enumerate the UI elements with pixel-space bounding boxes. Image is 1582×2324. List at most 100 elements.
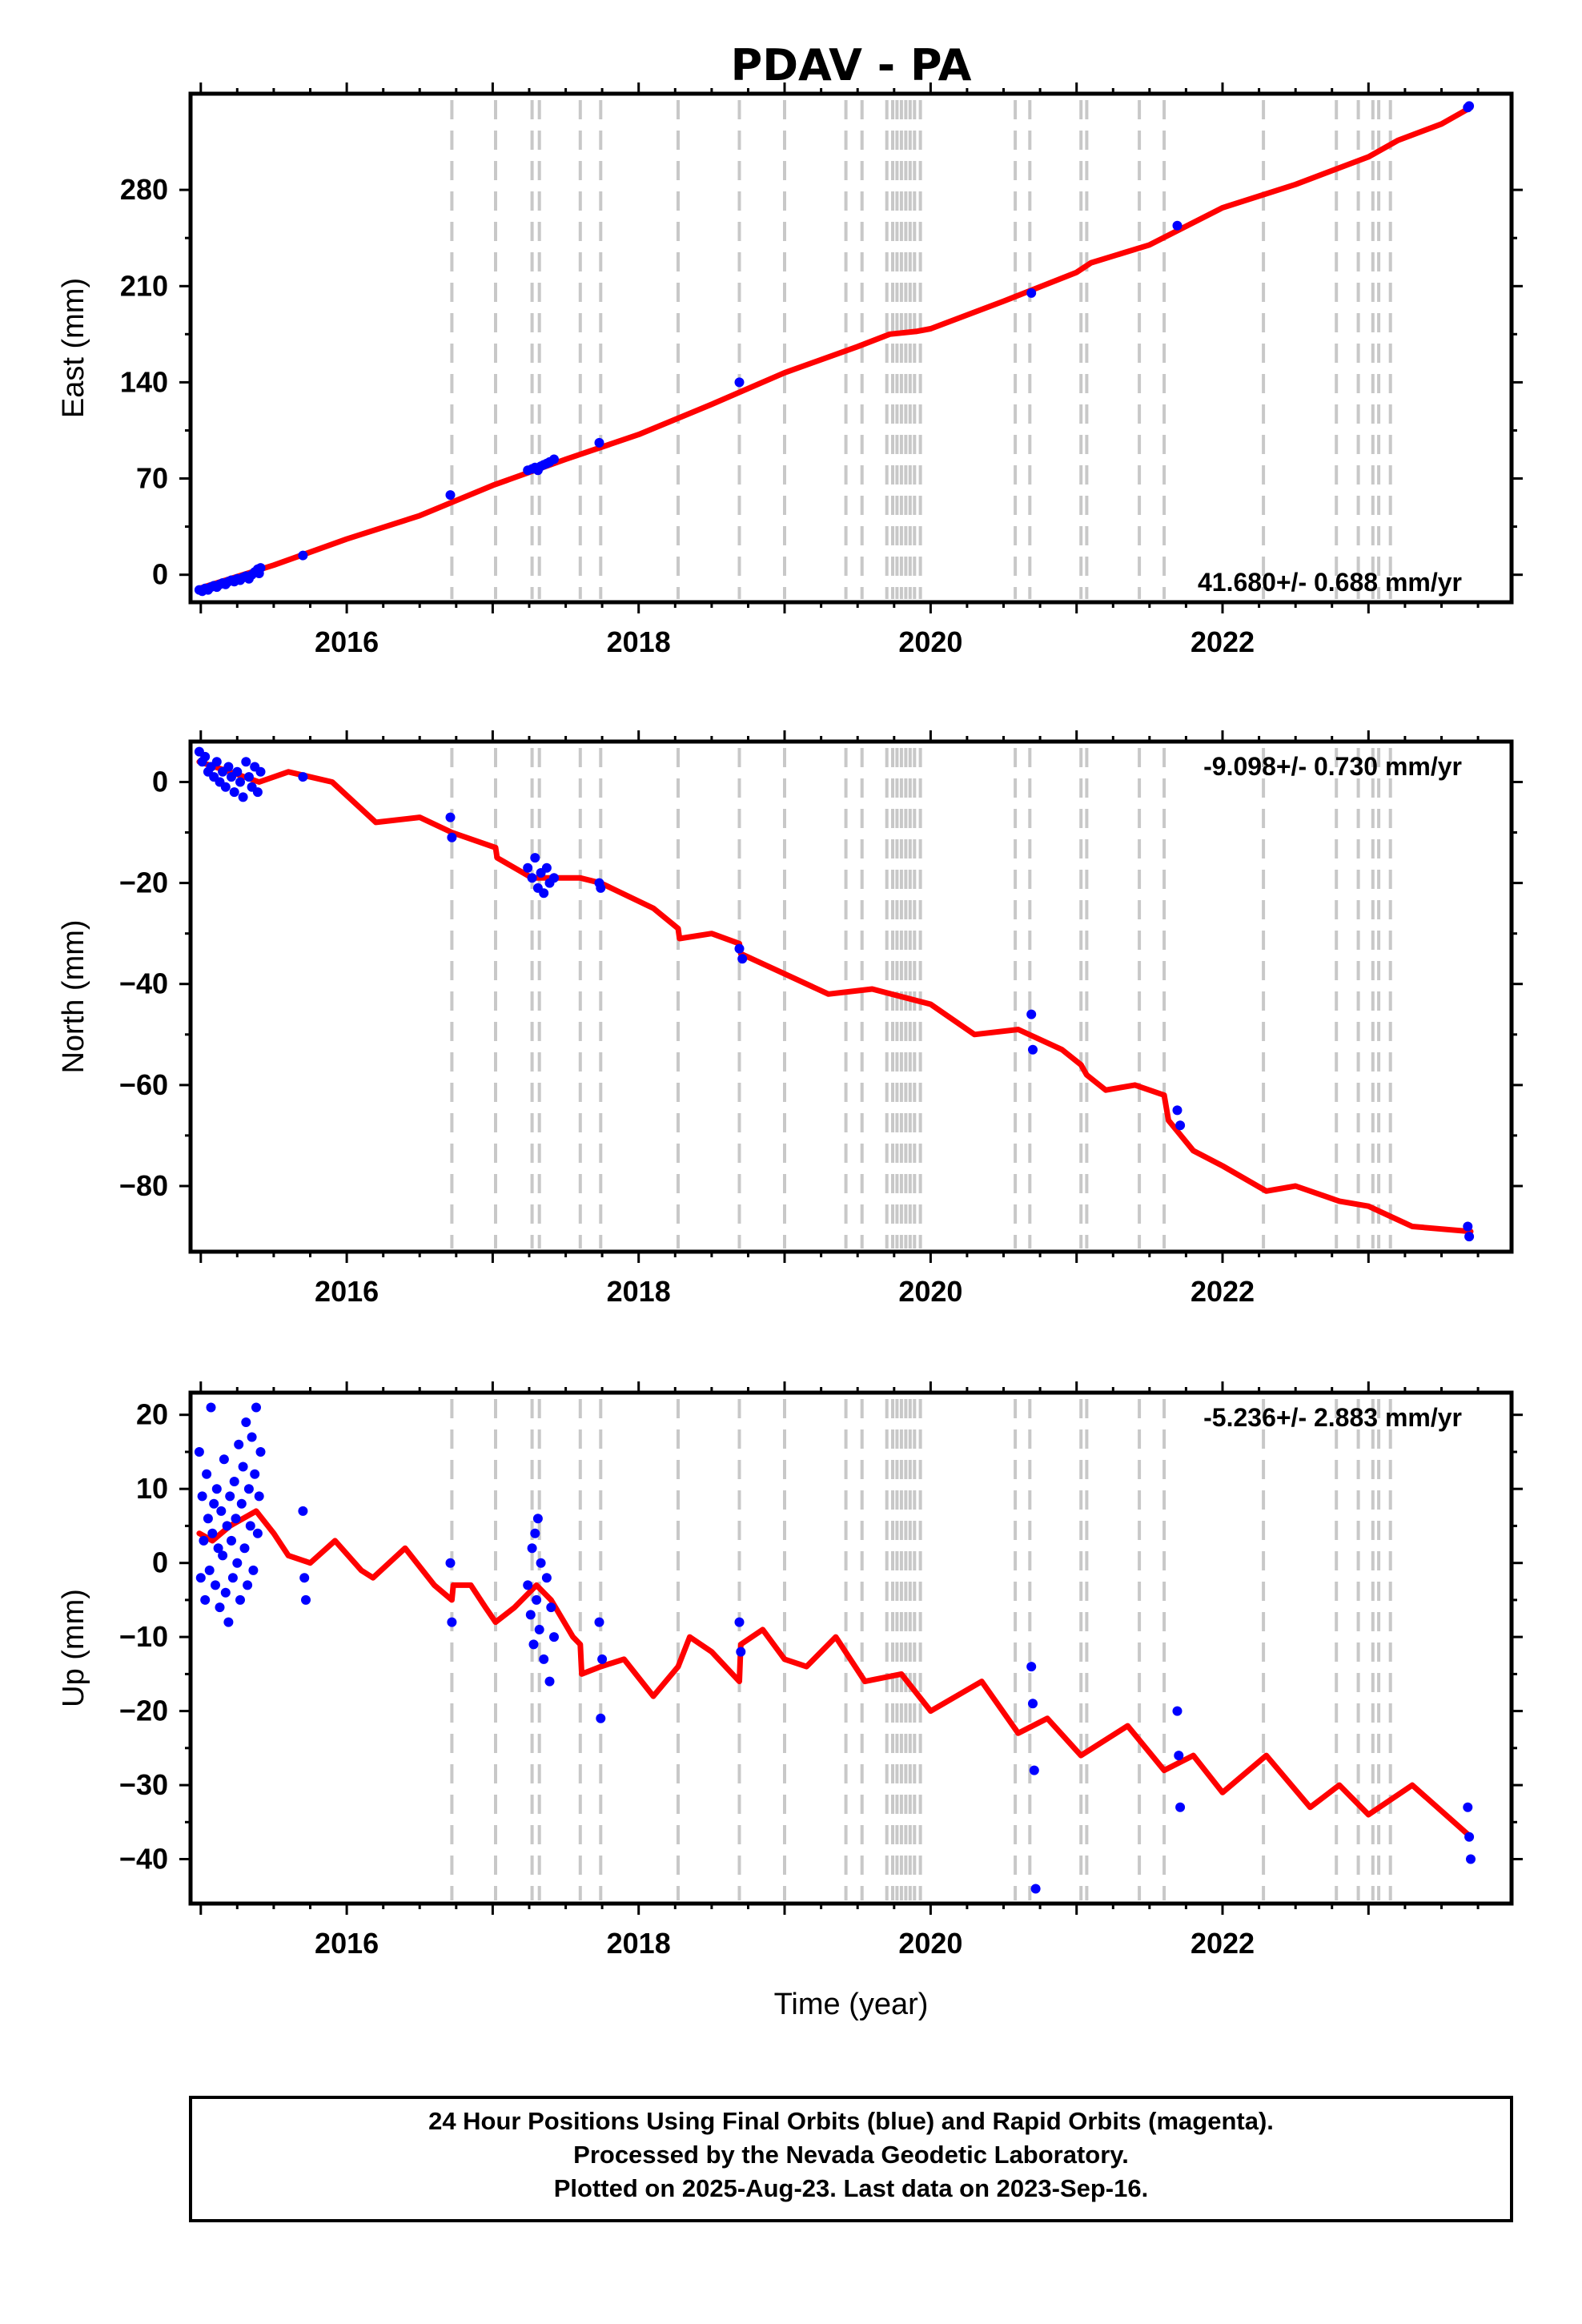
up-data-point [596, 1713, 606, 1723]
north-data-point [447, 832, 457, 842]
up-data-point [301, 1594, 311, 1605]
x-axis-label: Time (year) [774, 1988, 929, 2021]
up-data-point [245, 1521, 255, 1531]
east-y-tick-label: 140 [120, 365, 168, 398]
up-x-tick-label: 2018 [607, 1927, 671, 1960]
up-data-point [251, 1402, 261, 1413]
east-x-tick-label: 2020 [898, 625, 962, 658]
north-data-point [252, 787, 263, 798]
north-data-point [527, 873, 537, 883]
up-data-point [211, 1580, 220, 1590]
up-data-point [197, 1491, 207, 1502]
north-data-point [549, 873, 559, 883]
north-data-point [1463, 1221, 1473, 1232]
north-x-tick-label: 2020 [898, 1275, 962, 1308]
up-data-point [250, 1469, 260, 1479]
up-data-point [299, 1573, 310, 1583]
east-x-tick-label: 2022 [1191, 625, 1255, 658]
east-data-point [298, 550, 308, 561]
up-data-point [523, 1580, 533, 1590]
north-data-point [1464, 1232, 1475, 1242]
up-data-point [298, 1506, 308, 1516]
north-data-point [220, 782, 231, 792]
up-data-point [215, 1602, 225, 1613]
north-y-tick-label: −80 [119, 1169, 168, 1202]
north-data-point [211, 757, 222, 767]
north-x-tick-label: 2016 [315, 1275, 379, 1308]
north-data-point [223, 762, 234, 772]
up-data-point [539, 1654, 549, 1664]
north-x-tick-label: 2018 [607, 1275, 671, 1308]
east-x-tick-label: 2016 [315, 625, 379, 658]
up-data-point [1030, 1884, 1041, 1894]
up-x-tick-label: 2020 [898, 1927, 962, 1960]
up-y-tick-label: −10 [119, 1620, 168, 1653]
up-data-point [219, 1454, 229, 1465]
up-data-point [525, 1610, 536, 1620]
footer-line-3: Plotted on 2025-Aug-23. Last data on 202… [554, 2174, 1148, 2202]
north-data-point [1175, 1120, 1186, 1131]
east-axis-label: East (mm) [57, 278, 90, 418]
up-data-point [227, 1535, 236, 1546]
footer-line-1: 24 Hour Positions Using Final Orbits (bl… [428, 2107, 1274, 2135]
panel-east: 0 70 140 210 280 2016 2018 2020 2022 41.680+/- 0… [57, 82, 1523, 658]
north-data-point [541, 862, 552, 873]
up-data-point [536, 1558, 546, 1568]
north-y-tick-label: −20 [119, 866, 168, 899]
up-data-point [527, 1543, 537, 1554]
up-data-point [222, 1521, 232, 1531]
up-data-point [252, 1528, 263, 1538]
chart-title: PDAV - PA [731, 40, 972, 90]
east-y-tick-label: 0 [152, 558, 168, 591]
east-x-tick-label: 2018 [607, 625, 671, 658]
up-data-point [528, 1639, 539, 1650]
up-data-point [544, 1676, 555, 1687]
north-data-point [523, 862, 533, 873]
north-data-point [238, 792, 248, 802]
up-data-point [220, 1587, 231, 1598]
up-data-point [594, 1617, 604, 1627]
north-data-point [737, 954, 748, 964]
up-data-point [225, 1491, 235, 1502]
up-data-point [1463, 1802, 1473, 1812]
up-y-tick-label: 10 [136, 1472, 168, 1505]
up-data-point [1172, 1706, 1182, 1716]
up-y-tick-label: 20 [136, 1398, 168, 1431]
up-data-point [445, 1558, 456, 1568]
up-y-tick-label: −40 [119, 1843, 168, 1876]
up-data-point [211, 1484, 222, 1494]
north-data-point [1026, 1009, 1037, 1019]
up-data-point [194, 1447, 204, 1457]
up-data-point [238, 1462, 248, 1472]
east-data-point [1172, 220, 1182, 231]
up-x-tick-label: 2016 [315, 1927, 379, 1960]
east-model-curve [196, 104, 1474, 592]
north-model-curve [196, 758, 1474, 1235]
up-data-point [597, 1654, 608, 1664]
up-data-point [549, 1632, 559, 1642]
up-data-point [1028, 1699, 1038, 1709]
north-data-point [445, 812, 456, 822]
up-data-point [1466, 1854, 1476, 1864]
north-data-point [596, 883, 606, 893]
up-data-point [204, 1565, 215, 1575]
up-data-point [1174, 1751, 1184, 1761]
north-y-tick-label: −60 [119, 1068, 168, 1101]
up-data-point [1175, 1802, 1186, 1812]
up-data-point [195, 1573, 206, 1583]
up-data-point [255, 1447, 266, 1457]
up-data-point [248, 1565, 259, 1575]
up-data-point [534, 1624, 544, 1634]
up-rate-label: -5.236+/- 2.883 mm/yr [1203, 1403, 1462, 1432]
up-data-point [206, 1402, 216, 1413]
east-data-point [549, 454, 559, 464]
up-data-point [241, 1417, 251, 1427]
north-data-point [539, 888, 549, 899]
north-data-point [232, 766, 243, 777]
east-rate-label: 41.680+/- 0.688 mm/yr [1198, 568, 1462, 597]
north-data-point [229, 787, 239, 798]
up-data-point [213, 1543, 223, 1554]
up-data-point [532, 1514, 543, 1524]
north-axis-label: North (mm) [57, 919, 90, 1073]
